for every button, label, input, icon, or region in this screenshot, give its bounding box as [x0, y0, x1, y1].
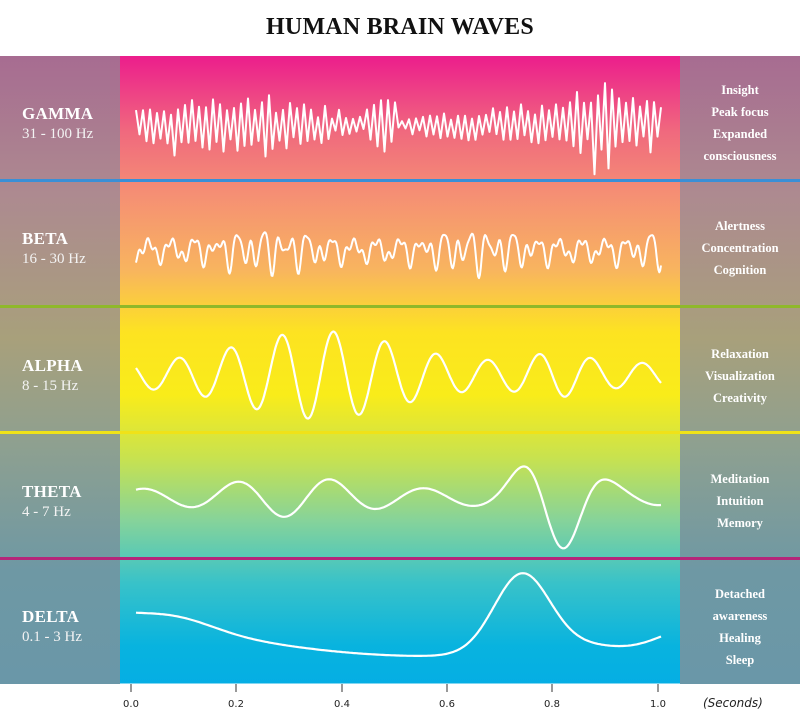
- tick-label: 0.8: [544, 699, 560, 710]
- description-line: Creativity: [713, 391, 767, 405]
- band-description-theta: Meditation Intuition Memory: [680, 468, 800, 534]
- tick-label: 0.0: [123, 699, 139, 710]
- band-name-delta: DELTA: [22, 607, 80, 626]
- band-freq-gamma: 31 - 100 Hz: [22, 126, 94, 142]
- band-name-theta: THETA: [22, 482, 82, 501]
- description-line: Memory: [717, 516, 763, 530]
- band-description-delta: Detached awareness Healing Sleep: [680, 583, 800, 671]
- band-name-beta: BETA: [22, 229, 69, 248]
- theta-wave: [135, 465, 662, 550]
- beta-wave: [135, 231, 662, 280]
- description-line: Peak focus: [711, 105, 769, 119]
- description-line: Meditation: [710, 472, 770, 486]
- band-description-column: [680, 56, 800, 684]
- divider-gamma-beta: [0, 179, 800, 182]
- divider-beta-alpha: [0, 305, 800, 308]
- description-line: Healing: [719, 631, 761, 645]
- wave-gradient-panel: [120, 56, 680, 684]
- band-freq-theta: 4 - 7 Hz: [22, 504, 71, 520]
- divider-alpha-theta: [0, 431, 800, 434]
- band-description-alpha: Relaxation Visualization Creativity: [680, 343, 800, 409]
- time-axis-ticks: [130, 684, 659, 692]
- description-line: Relaxation: [711, 347, 769, 361]
- band-description-beta: Alertness Concentration Cognition: [680, 215, 800, 281]
- tick-label: 0.6: [439, 699, 455, 710]
- description-line: Sleep: [725, 653, 755, 667]
- band-freq-delta: 0.1 - 3 Hz: [22, 629, 82, 645]
- description-line: Detached: [715, 587, 765, 601]
- description-line: awareness: [712, 609, 768, 623]
- divider-theta-delta: [0, 557, 800, 560]
- band-name-gamma: GAMMA: [22, 104, 94, 123]
- tick-label: 0.4: [334, 699, 350, 710]
- description-line: Cognition: [713, 263, 767, 277]
- alpha-wave: [135, 330, 662, 420]
- tick-label: 0.2: [228, 699, 244, 710]
- axis-unit-label: (Seconds): [703, 696, 763, 710]
- description-line: Expanded: [712, 127, 768, 141]
- description-line: Alertness: [715, 219, 765, 233]
- page-title: HUMAN BRAIN WAVES: [266, 14, 534, 40]
- band-name-alpha: ALPHA: [22, 356, 83, 375]
- description-line: Intuition: [716, 494, 764, 508]
- band-freq-beta: 16 - 30 Hz: [22, 251, 86, 267]
- gamma-wave: [135, 82, 662, 176]
- description-line: Visualization: [705, 369, 775, 383]
- description-line: consciousness: [703, 149, 777, 163]
- delta-wave: [135, 572, 662, 657]
- band-freq-alpha: 8 - 15 Hz: [22, 378, 79, 394]
- tick-label: 1.0: [650, 699, 666, 710]
- band-label-column: [0, 56, 120, 684]
- description-line: Insight: [721, 83, 759, 97]
- description-line: Concentration: [701, 241, 779, 255]
- band-description-gamma: Insight Peak focus Expanded consciousnes…: [680, 79, 800, 167]
